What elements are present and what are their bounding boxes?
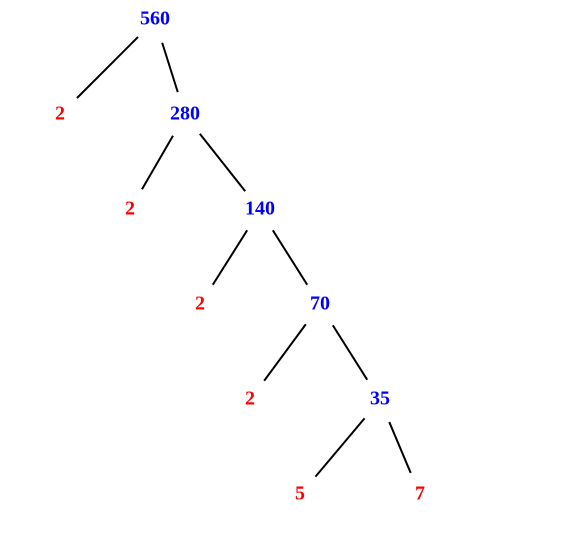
composite-node: 70 — [310, 293, 330, 315]
edges-layer — [60, 20, 420, 495]
prime-node: 2 — [245, 388, 255, 410]
nodes-layer: 560 2 280 2 140 2 70 2 35 5 7 — [55, 8, 425, 505]
prime-node: 2 — [55, 103, 65, 125]
prime-node: 7 — [415, 483, 425, 505]
prime-node: 2 — [125, 198, 135, 220]
factor-tree-diagram: 560 2 280 2 140 2 70 2 35 5 7 — [0, 0, 575, 550]
prime-node: 2 — [195, 293, 205, 315]
composite-node: 280 — [170, 103, 200, 125]
composite-node: 35 — [370, 388, 390, 410]
composite-node: 560 — [140, 8, 170, 30]
composite-node: 140 — [245, 198, 275, 220]
prime-node: 5 — [295, 483, 305, 505]
